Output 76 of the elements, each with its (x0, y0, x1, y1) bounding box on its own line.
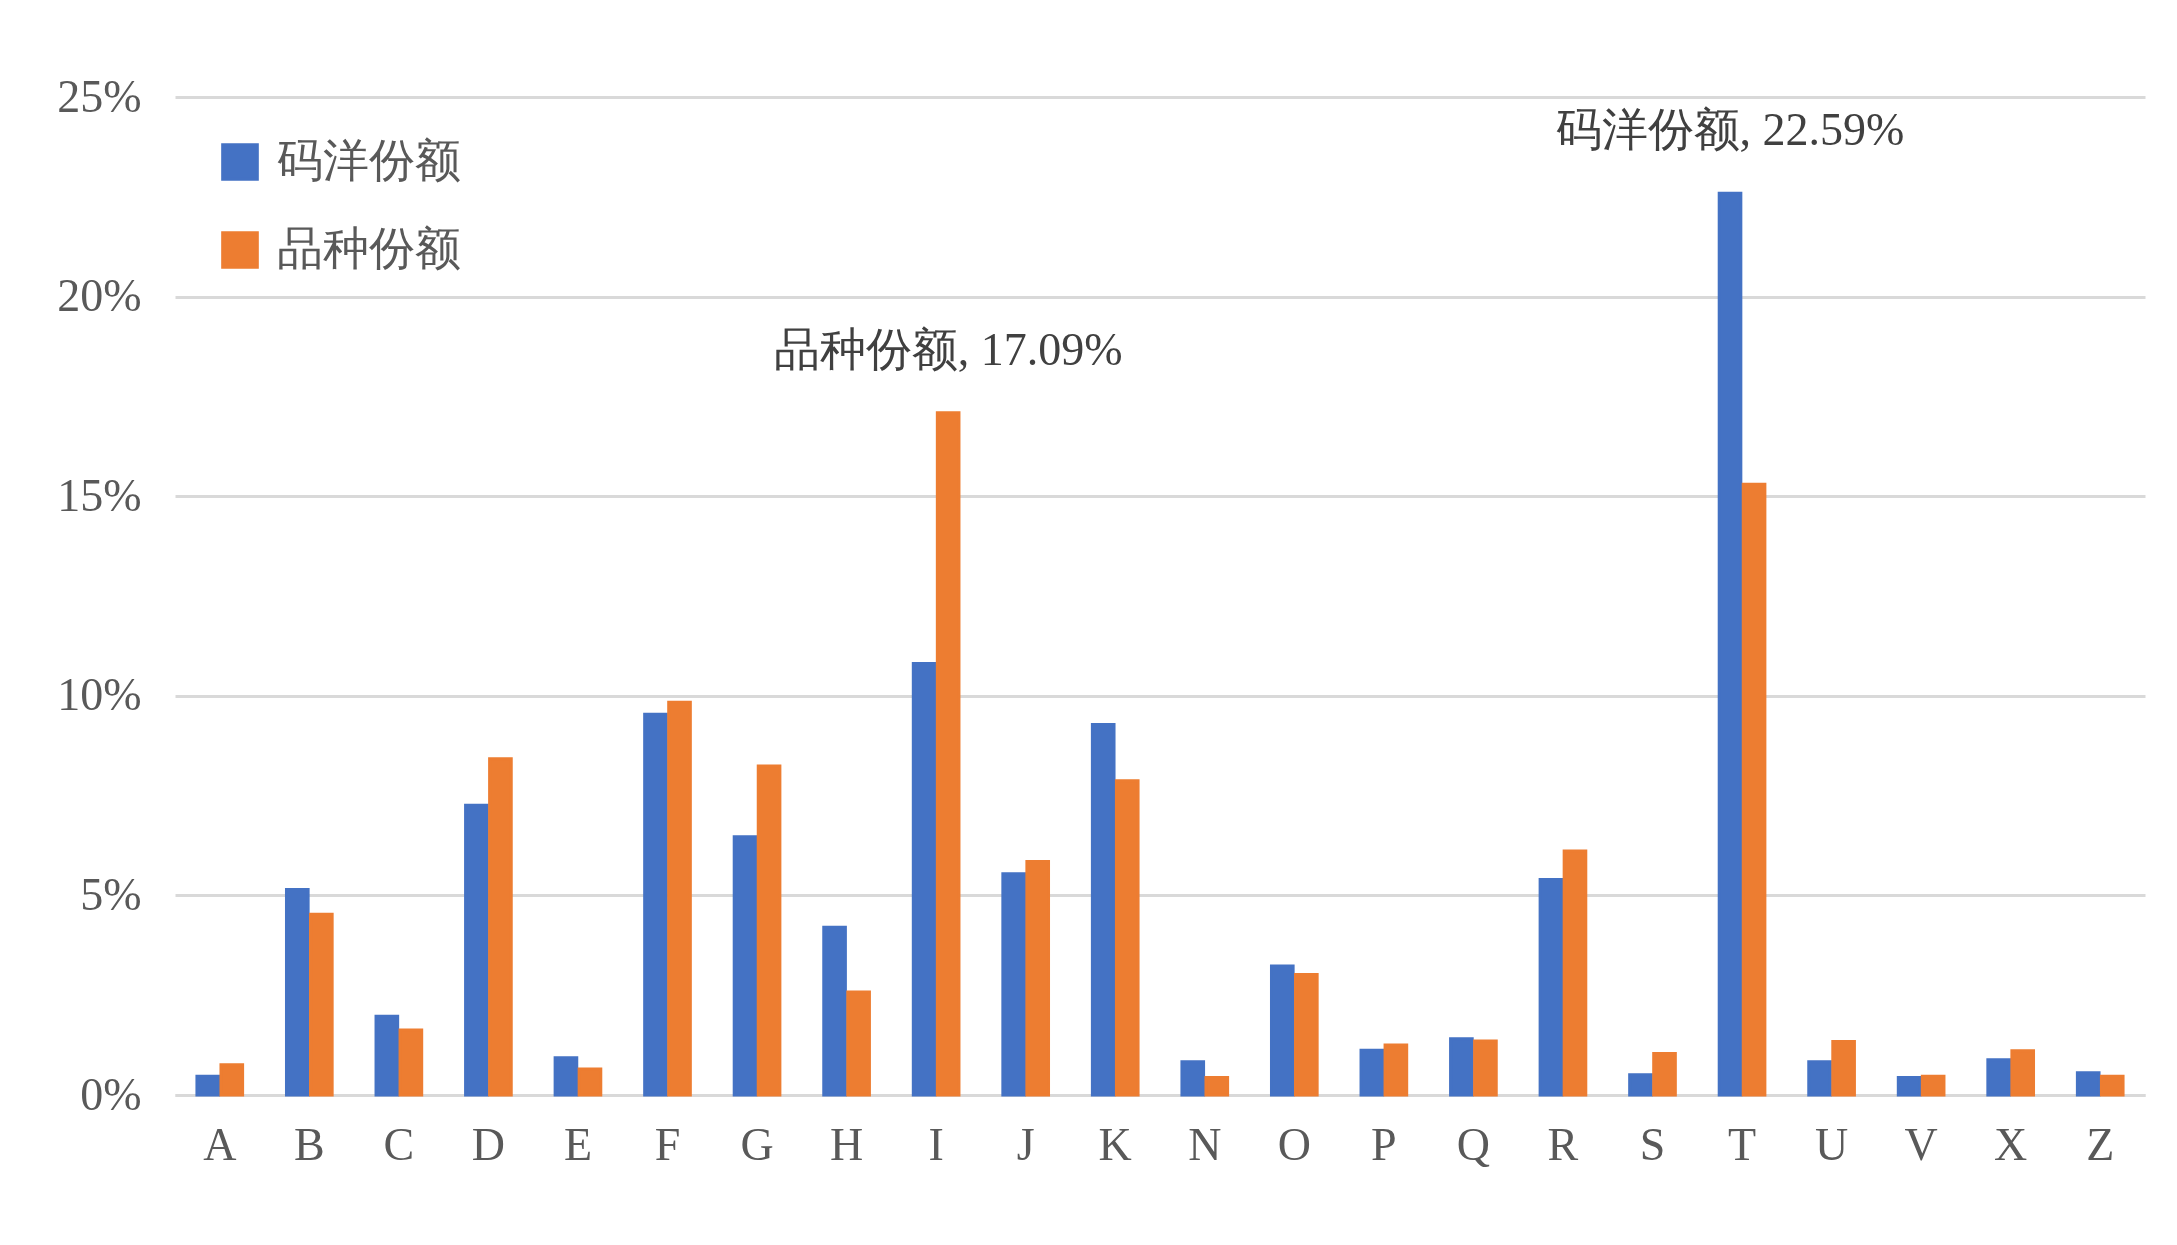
x-tick-label: V (1904, 1118, 1938, 1170)
bar (553, 1056, 579, 1097)
bar (464, 803, 489, 1097)
legend-label: 品种份额 (277, 223, 461, 274)
bar (1473, 1039, 1498, 1097)
bar (667, 700, 692, 1097)
bar (1986, 1058, 2011, 1097)
bar (2010, 1049, 2036, 1097)
bar (935, 411, 961, 1097)
x-tick-label: D (471, 1118, 506, 1170)
x-tick-label: S (1639, 1118, 1666, 1170)
bar (1831, 1040, 1856, 1097)
x-tick-label: I (928, 1118, 944, 1170)
x-tick-label: X (1994, 1118, 2028, 1170)
bar (1807, 1060, 1832, 1097)
y-tick-label: 20% (57, 270, 142, 322)
bar (1294, 972, 1319, 1097)
bar (911, 661, 937, 1097)
x-tick-label: E (563, 1118, 593, 1170)
x-tick-label: A (203, 1118, 237, 1170)
bar (1562, 849, 1588, 1097)
x-tick-label: H (829, 1118, 864, 1170)
bar (1652, 1051, 1677, 1097)
x-tick-label: T (1727, 1118, 1757, 1170)
bar (846, 990, 871, 1097)
bar (1741, 482, 1767, 1097)
x-tick-label: C (383, 1118, 415, 1170)
bar (1025, 859, 1051, 1097)
y-tick-label: 15% (57, 469, 142, 521)
bar (822, 925, 847, 1097)
bar (1114, 779, 1140, 1097)
legend-label: 码洋份额 (277, 135, 461, 186)
bar (643, 712, 668, 1097)
x-tick-label: Z (2086, 1118, 2115, 1170)
annotation: 码洋份额, 22.59% (1555, 104, 1905, 156)
x-tick-label: N (1188, 1118, 1222, 1170)
bar (2099, 1074, 2125, 1097)
x-tick-label: P (1371, 1118, 1397, 1170)
bar (1896, 1075, 1922, 1097)
bar (756, 764, 782, 1097)
x-tick-label: R (1547, 1118, 1579, 1170)
x-tick-label: G (740, 1118, 774, 1170)
bar (1628, 1073, 1653, 1097)
bar (1449, 1037, 1474, 1097)
x-tick-label: U (1814, 1118, 1849, 1170)
x-tick-label: O (1277, 1118, 1311, 1170)
x-tick-label: J (1016, 1118, 1035, 1170)
bar (1090, 723, 1116, 1097)
y-tick-label: 25% (57, 70, 142, 122)
bar (1204, 1075, 1230, 1097)
x-tick-label: Q (1456, 1118, 1491, 1170)
y-tick-label: 5% (80, 868, 142, 920)
y-tick-label: 10% (57, 669, 142, 721)
bar (732, 835, 758, 1097)
bar (374, 1014, 400, 1097)
bar (577, 1067, 603, 1097)
bar (1717, 191, 1743, 1097)
y-tick-label: 0% (80, 1068, 142, 1120)
x-tick-label: B (293, 1118, 325, 1170)
bar (1538, 877, 1564, 1097)
annotation: 品种份额, 17.09% (773, 323, 1123, 375)
bar (219, 1063, 245, 1097)
bar (284, 887, 310, 1097)
bar (398, 1028, 424, 1097)
bar (1920, 1074, 1946, 1097)
x-tick-label: K (1098, 1118, 1132, 1170)
bar (195, 1074, 221, 1097)
x-tick-label: F (654, 1118, 681, 1170)
bar (1001, 872, 1026, 1097)
bar (1359, 1048, 1385, 1097)
bar (1269, 964, 1295, 1097)
bar (1383, 1043, 1409, 1097)
bar (2075, 1071, 2101, 1097)
bar (309, 912, 334, 1097)
bar (488, 757, 513, 1097)
bar (1180, 1060, 1206, 1097)
